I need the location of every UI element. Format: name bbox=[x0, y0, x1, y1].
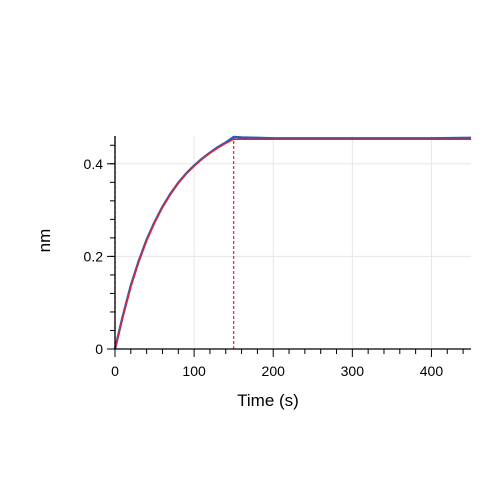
x-tick-label: 0 bbox=[111, 363, 119, 379]
tick-labels: 0 100 200 300 400 0 0.2 0.4 bbox=[84, 156, 444, 379]
x-axis-title: Time (s) bbox=[237, 391, 299, 410]
grid bbox=[115, 136, 471, 349]
y-tick-label: 0 bbox=[95, 341, 103, 357]
measured-curve bbox=[113, 135, 472, 350]
fit-curve bbox=[114, 138, 471, 350]
axes bbox=[107, 136, 471, 357]
x-tick-label: 300 bbox=[341, 363, 365, 379]
y-axis-title: nm bbox=[35, 229, 54, 253]
phase-marker-lines bbox=[114, 136, 235, 349]
x-tick-label: 100 bbox=[182, 363, 206, 379]
x-tick-label: 200 bbox=[262, 363, 286, 379]
x-tick-label: 400 bbox=[420, 363, 444, 379]
y-tick-label: 0.4 bbox=[84, 156, 104, 172]
y-tick-label: 0.2 bbox=[84, 248, 104, 264]
series-layer bbox=[113, 135, 472, 350]
